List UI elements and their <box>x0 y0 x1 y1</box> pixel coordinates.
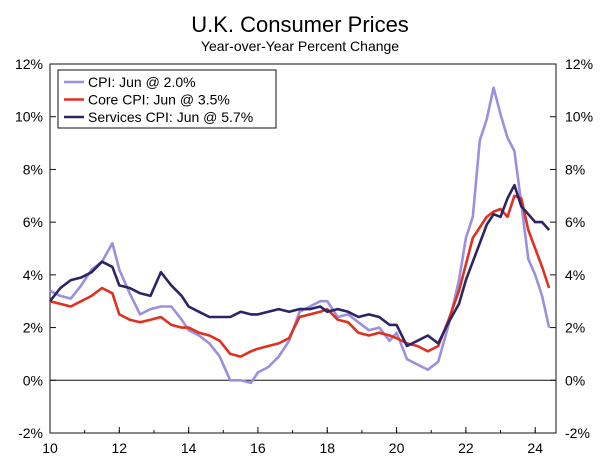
y-tick-label-left: 0% <box>23 372 43 388</box>
y-tick-label-left: 10% <box>15 109 43 125</box>
legend-label-3: Services CPI: Jun @ 5.7% <box>88 109 253 125</box>
legend-box <box>57 69 277 129</box>
y-tick-label-left: 12% <box>15 56 43 72</box>
x-tick-label: 20 <box>389 440 405 456</box>
y-tick-label-left: 4% <box>23 267 43 283</box>
axis-ticks: 12%10%8%6%4%2%0%-2%12%10%8%6%4%2%0%-2%10… <box>15 56 593 456</box>
x-tick-label: 24 <box>527 440 543 456</box>
y-tick-label-right: 4% <box>565 267 585 283</box>
y-tick-label-left: 2% <box>23 320 43 336</box>
chart-title: U.K. Consumer Prices <box>191 12 409 37</box>
y-tick-label-right: 10% <box>565 109 593 125</box>
y-tick-label-right: 6% <box>565 214 585 230</box>
x-tick-label: 14 <box>181 440 197 456</box>
x-tick-label: 16 <box>250 440 266 456</box>
series-line-2 <box>49 194 551 358</box>
x-tick-label: 18 <box>319 440 335 456</box>
chart-subtitle: Year-over-Year Percent Change <box>201 38 399 54</box>
y-tick-label-right: -2% <box>565 425 590 441</box>
plot-frame <box>49 63 557 434</box>
y-tick-label-left: 6% <box>23 214 43 230</box>
x-tick-label: 12 <box>112 440 128 456</box>
legend: CPI: Jun @ 2.0% Core CPI: Jun @ 3.5%Servi… <box>57 69 277 129</box>
y-tick-label-left: -2% <box>18 425 43 441</box>
legend-label-2: Core CPI: Jun @ 3.5% <box>88 92 230 108</box>
y-tick-label-left: 8% <box>23 161 43 177</box>
y-tick-label-right: 12% <box>565 56 593 72</box>
series-line-1 <box>49 86 551 385</box>
series-line-3 <box>48 183 551 348</box>
x-tick-label: 10 <box>42 440 58 456</box>
y-tick-label-right: 8% <box>565 161 585 177</box>
series-layer <box>48 86 551 385</box>
y-tick-label-right: 0% <box>565 372 585 388</box>
y-tick-label-right: 2% <box>565 320 585 336</box>
legend-label-1: CPI: Jun @ 2.0% <box>88 74 196 90</box>
x-tick-label: 22 <box>458 440 474 456</box>
